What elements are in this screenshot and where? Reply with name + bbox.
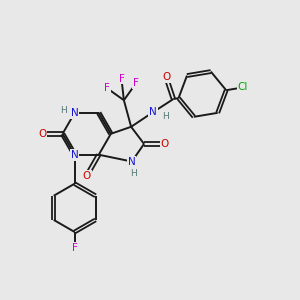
Text: N: N <box>71 150 79 160</box>
Text: H: H <box>130 169 136 178</box>
Text: F: F <box>104 83 110 93</box>
Text: H: H <box>61 106 67 115</box>
Text: F: F <box>72 243 78 253</box>
Text: O: O <box>82 171 91 181</box>
Text: O: O <box>160 139 169 149</box>
Text: N: N <box>71 108 79 118</box>
Text: Cl: Cl <box>238 82 248 92</box>
Text: F: F <box>118 74 124 83</box>
Text: N: N <box>128 157 136 166</box>
Text: N: N <box>149 107 157 117</box>
Text: O: O <box>162 72 170 82</box>
Text: F: F <box>133 78 139 88</box>
Text: O: O <box>38 129 46 139</box>
Text: H: H <box>162 112 168 121</box>
